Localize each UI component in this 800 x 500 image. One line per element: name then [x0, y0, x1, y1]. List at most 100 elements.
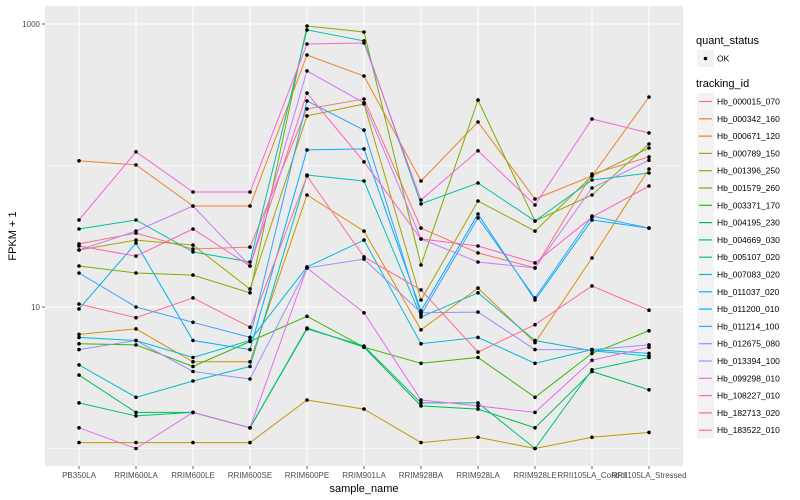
- data-point-Hb_003371_170: [134, 343, 138, 347]
- legend-label-Hb_011200_010: Hb_011200_010: [717, 304, 780, 314]
- x-axis-title: sample_name: [329, 483, 398, 495]
- data-point-Hb_001396_250: [248, 287, 252, 291]
- legend-label-Hb_012675_080: Hb_012675_080: [717, 339, 780, 349]
- x-tick-label: RRIM928LA: [456, 471, 500, 480]
- legend-label-Hb_000789_150: Hb_000789_150: [717, 148, 780, 158]
- data-point-Hb_099298_010: [533, 410, 537, 415]
- data-point-Hb_003371_170: [647, 328, 651, 333]
- x-tick-label: RRIM600LE: [171, 471, 215, 480]
- data-point-Hb_011214_100: [134, 305, 138, 309]
- data-point-Hb_012675_080: [77, 347, 81, 352]
- x-tick-label: PB350LA: [62, 471, 96, 480]
- legend-label-Hb_003371_170: Hb_003371_170: [717, 200, 780, 210]
- data-point-Hb_183522_010: [305, 174, 309, 178]
- data-point-Hb_011037_020: [419, 341, 423, 346]
- data-point-Hb_001579_260: [248, 291, 252, 295]
- data-point-Hb_004669_030: [134, 414, 138, 418]
- data-point-Hb_000015_070: [419, 226, 423, 230]
- data-point-Hb_000342_160: [419, 179, 423, 183]
- legend-label-Hb_013394_100: Hb_013394_100: [717, 356, 780, 366]
- data-point-Hb_001579_260: [590, 193, 594, 197]
- data-point-Hb_108227_010: [476, 149, 480, 153]
- data-point-Hb_000015_070: [362, 97, 366, 101]
- data-point-Hb_011200_010: [590, 218, 594, 222]
- data-point-Hb_099298_010: [419, 398, 423, 402]
- data-point-Hb_182713_020: [590, 215, 594, 219]
- data-point-Hb_182713_020: [419, 237, 423, 241]
- data-point-Hb_012675_080: [419, 311, 423, 315]
- data-point-Hb_182713_020: [77, 244, 81, 248]
- data-point-Hb_000671_120: [134, 327, 138, 331]
- data-point-Hb_007083_020: [191, 379, 195, 383]
- data-point-Hb_182713_020: [191, 227, 195, 231]
- grid-lines: [45, 6, 683, 466]
- data-point-Hb_011214_100: [647, 226, 651, 230]
- data-point-Hb_013394_100: [305, 69, 309, 73]
- legend-label-Hb_004195_230: Hb_004195_230: [717, 218, 780, 228]
- data-point-Hb_000789_150: [590, 435, 594, 440]
- data-point-Hb_011037_020: [476, 335, 480, 340]
- data-point-Hb_011214_100: [191, 320, 195, 325]
- data-point-Hb_183522_010: [248, 325, 252, 330]
- data-point-Hb_099298_010: [476, 404, 480, 408]
- x-tick-label: RRII105LA_Stressed: [611, 471, 686, 480]
- data-point-Hb_000671_120: [77, 332, 81, 337]
- data-point-Hb_001579_260: [305, 24, 309, 28]
- data-point-Hb_012675_080: [191, 369, 195, 374]
- data-point-Hb_000789_150: [647, 430, 651, 435]
- legend-label-Hb_007083_020: Hb_007083_020: [717, 270, 780, 280]
- data-point-Hb_000671_120: [590, 256, 594, 260]
- data-point-Hb_003371_170: [533, 395, 537, 400]
- data-point-Hb_005107_020: [590, 178, 594, 182]
- data-point-Hb_004669_030: [533, 446, 537, 451]
- data-point-Hb_001396_250: [647, 146, 651, 150]
- legend-items: Hb_000015_070 Hb_000342_160 Hb_000671_120 H…: [697, 93, 780, 439]
- data-point-Hb_000671_120: [647, 167, 651, 171]
- data-point-Hb_183522_010: [476, 350, 480, 354]
- data-point-Hb_183522_010: [134, 315, 138, 320]
- legend-label-Hb_108227_010: Hb_108227_010: [717, 391, 780, 401]
- data-point-Hb_007083_020: [134, 395, 138, 400]
- data-point-Hb_000342_160: [134, 163, 138, 167]
- data-point-Hb_013394_100: [533, 266, 537, 270]
- data-point-Hb_000671_120: [476, 286, 480, 290]
- data-point-Hb_000671_120: [305, 193, 309, 197]
- data-point-Hb_004195_230: [419, 404, 423, 408]
- data-point-Hb_183522_010: [647, 308, 651, 313]
- y-tick-label: 10: [31, 303, 40, 312]
- data-point-Hb_011214_100: [248, 335, 252, 340]
- data-point-Hb_108227_010: [419, 198, 423, 202]
- data-point-Hb_108227_010: [134, 150, 138, 154]
- data-point-Hb_012675_080: [533, 347, 537, 352]
- data-point-Hb_108227_010: [191, 190, 195, 194]
- data-point-Hb_182713_020: [248, 264, 252, 268]
- data-point-Hb_007083_020: [647, 354, 651, 358]
- data-point-Hb_182713_020: [476, 244, 480, 248]
- data-point-Hb_011200_010: [305, 148, 309, 152]
- data-point-Hb_000789_150: [476, 435, 480, 440]
- legend-point-ok-icon: [703, 56, 708, 61]
- data-point-Hb_001396_250: [533, 229, 537, 233]
- data-point-Hb_183522_010: [590, 284, 594, 288]
- data-point-Hb_000789_150: [134, 440, 138, 445]
- data-point-Hb_005107_020: [305, 28, 309, 32]
- data-point-Hb_000671_120: [419, 328, 423, 332]
- data-point-Hb_005107_020: [533, 219, 537, 223]
- data-point-Hb_000015_070: [191, 247, 195, 251]
- x-tick-label: RRIM600LA: [114, 471, 158, 480]
- data-point-Hb_099298_010: [647, 345, 651, 350]
- data-point-Hb_000671_120: [248, 360, 252, 364]
- data-point-Hb_000015_070: [476, 251, 480, 255]
- data-point-Hb_182713_020: [305, 91, 309, 95]
- data-point-Hb_007083_020: [476, 291, 480, 295]
- data-point-Hb_000015_070: [647, 155, 651, 159]
- legend-label-Hb_183522_010: Hb_183522_010: [717, 425, 780, 435]
- data-point-Hb_003371_170: [305, 314, 309, 319]
- data-point-Hb_000789_150: [191, 440, 195, 445]
- data-point-Hb_000342_160: [248, 204, 252, 208]
- data-point-Hb_000789_150: [305, 398, 309, 402]
- data-point-Hb_000015_070: [248, 245, 252, 249]
- data-point-Hb_007083_020: [533, 338, 537, 343]
- data-point-Hb_003371_170: [590, 351, 594, 356]
- data-point-Hb_004669_030: [305, 327, 309, 331]
